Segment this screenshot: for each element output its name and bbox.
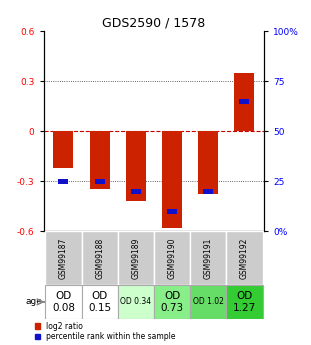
FancyBboxPatch shape [45,231,81,285]
FancyBboxPatch shape [45,285,81,319]
FancyBboxPatch shape [226,285,262,319]
FancyBboxPatch shape [118,231,154,285]
FancyBboxPatch shape [154,285,190,319]
FancyBboxPatch shape [190,231,226,285]
Bar [203,189,213,194]
Text: age: age [26,297,43,306]
Bar [234,73,254,131]
FancyBboxPatch shape [190,285,226,319]
FancyBboxPatch shape [154,231,190,285]
Text: GSM99187: GSM99187 [59,237,68,278]
FancyBboxPatch shape [226,231,262,285]
FancyBboxPatch shape [81,231,118,285]
Bar [167,209,177,214]
Text: OD
0.15: OD 0.15 [88,291,111,313]
Text: OD 1.02: OD 1.02 [193,297,224,306]
Text: GSM99188: GSM99188 [95,237,104,278]
Bar [198,131,218,195]
Text: GSM99191: GSM99191 [204,237,213,278]
Bar [53,131,73,168]
Text: GSM99189: GSM99189 [131,237,140,278]
Bar [58,179,68,184]
Text: OD 0.34: OD 0.34 [120,297,151,306]
Bar [162,131,182,228]
Legend: log2 ratio, percentile rank within the sample: log2 ratio, percentile rank within the s… [35,322,176,341]
FancyBboxPatch shape [118,285,154,319]
Text: GSM99190: GSM99190 [168,237,177,279]
Bar [95,179,104,184]
Bar [239,99,249,103]
Bar [126,131,146,201]
Text: OD
0.73: OD 0.73 [160,291,183,313]
Bar [90,131,109,189]
Title: GDS2590 / 1578: GDS2590 / 1578 [102,17,206,30]
Text: GSM99192: GSM99192 [240,237,249,278]
Text: OD
1.27: OD 1.27 [233,291,256,313]
FancyBboxPatch shape [81,285,118,319]
Bar [131,189,141,194]
Text: OD
0.08: OD 0.08 [52,291,75,313]
